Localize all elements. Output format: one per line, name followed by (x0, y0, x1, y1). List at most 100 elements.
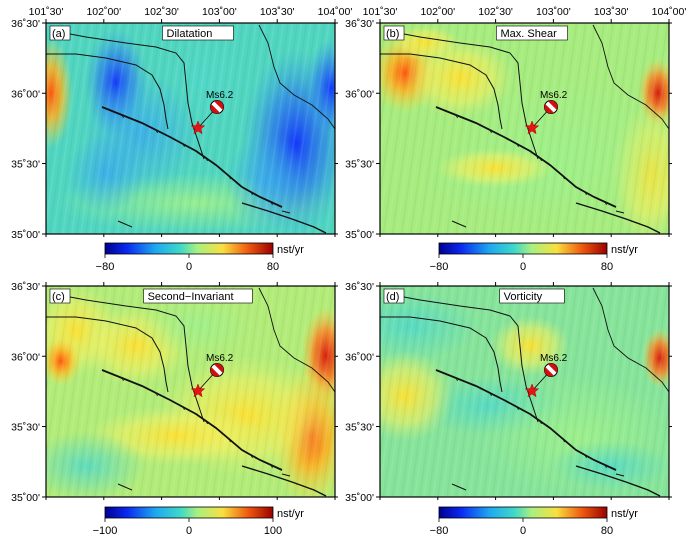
panel-title: Second−Invariant (148, 291, 234, 303)
axes: 101˚30' 102˚00' 102˚30' 103˚00' 103˚30' 104˚0… (11, 6, 352, 241)
fault-tick (228, 438, 231, 443)
panel-d: Ms6.2 (d) Vorticity 36˚30' 36˚00' 35˚30' 35˚00… (345, 281, 672, 504)
fault-north-a (53, 293, 205, 423)
event-label: Ms6.2 (540, 90, 568, 101)
lon-label: 102˚00' (86, 6, 121, 18)
lon-label: 103˚00' (202, 6, 237, 18)
fault-tick (604, 201, 607, 206)
colorbar-max: 80 (601, 525, 613, 537)
colorbar-gradient (438, 506, 608, 519)
map-frame (45, 285, 336, 498)
strain-field (380, 23, 669, 234)
colorbar: −80 0 80 nst/yr (96, 242, 304, 273)
lat-label: 35˚30' (11, 422, 40, 434)
lon-label: 102˚30' (478, 6, 513, 18)
fault-south (575, 202, 661, 234)
fault-tick (516, 406, 519, 411)
lat-label: 36˚00' (345, 351, 374, 363)
axes: 101˚30' 102˚00' 102˚30' 103˚00' 103˚30' 104˚0… (345, 6, 686, 241)
lat-label: 36˚00' (345, 88, 374, 100)
fault-tick (182, 406, 185, 411)
colorbar-mid: 0 (186, 525, 192, 537)
fault-tick (228, 175, 231, 180)
fault-north-b (380, 53, 503, 130)
lon-label: 104˚00' (318, 6, 353, 18)
panel-letter: (c) (52, 291, 65, 303)
fault-tick (489, 129, 492, 134)
panel-letter: (b) (386, 28, 399, 40)
epicenter-star (524, 383, 540, 398)
fault-lines (46, 24, 336, 234)
map-frame (379, 285, 670, 498)
epicenter-star (190, 383, 206, 398)
fault-short (117, 483, 133, 491)
lat-label: 35˚30' (11, 159, 40, 171)
lon-label: 103˚30' (260, 6, 295, 18)
fault-east (592, 24, 670, 130)
colorbar-min: −80 (430, 525, 449, 537)
lat-label: 36˚30' (345, 18, 374, 30)
field-texture (380, 286, 669, 497)
lat-label: 36˚00' (11, 351, 40, 363)
field-texture (46, 286, 335, 497)
lat-label: 35˚00' (345, 492, 374, 504)
focal-mechanism: Ms6.2 (206, 353, 234, 377)
fault-north-b (46, 53, 169, 130)
fault-tick (562, 175, 565, 180)
focal-mechanism: Ms6.2 (540, 90, 568, 114)
lat-label: 35˚00' (11, 492, 40, 504)
panel-letter-box (49, 25, 71, 41)
colorbar-gradient (104, 506, 274, 519)
lon-label: 102˚00' (420, 6, 455, 18)
colorbar-unit: nst/yr (611, 508, 638, 520)
fault-north-a (387, 30, 539, 160)
fault-tick (516, 143, 519, 148)
fault-lines (380, 24, 670, 234)
lat-label: 36˚30' (11, 281, 40, 293)
fault-tick (121, 114, 124, 119)
fault-tick (539, 420, 542, 425)
fault-south (575, 465, 661, 497)
colorbar-gradient (438, 242, 608, 255)
strain-field (46, 286, 335, 497)
map-frame (379, 22, 670, 235)
fault-segment (615, 473, 625, 477)
fault-short (451, 220, 467, 228)
fault-tick (155, 129, 158, 134)
axes: 36˚30' 36˚00' 35˚30' 35˚00' (11, 281, 338, 504)
fault-north-b (46, 316, 169, 393)
fault-east (258, 24, 336, 130)
fault-tick (604, 464, 607, 469)
lon-label: 101˚30' (363, 6, 398, 18)
event-label: Ms6.2 (206, 90, 234, 101)
colorbar-unit: nst/yr (611, 244, 638, 256)
lon-label: 101˚30' (29, 6, 64, 18)
fault-south (241, 202, 327, 234)
panel-letter-box (49, 288, 71, 304)
epicenter-star (190, 120, 206, 135)
fault-north-a (53, 30, 205, 160)
colorbar-max: 100 (264, 525, 282, 537)
fault-segment (615, 210, 625, 214)
strain-field (46, 23, 335, 234)
field-texture (46, 23, 335, 234)
panel-title-box (499, 288, 565, 304)
fault-short (451, 483, 467, 491)
fault-lines (46, 287, 336, 497)
panel-letter-box (383, 25, 405, 41)
fault-north-a (387, 293, 539, 423)
fault-tick (562, 438, 565, 443)
colorbar: −80 0 80 nst/yr (430, 242, 638, 273)
lat-label: 35˚00' (11, 229, 40, 241)
lat-label: 36˚30' (11, 18, 40, 30)
lon-label: 103˚30' (594, 6, 629, 18)
panel-title: Dilatation (167, 28, 213, 40)
fault-tick (455, 114, 458, 119)
panel-title: Max. Shear (501, 28, 558, 40)
lat-label: 35˚30' (345, 159, 374, 171)
colorbar-gradient (104, 242, 274, 255)
panel-b: Ms6.2 (b) Max. Shear 101˚30' 102˚00' 102˚30' 1… (345, 6, 686, 241)
map-frame (45, 22, 336, 235)
colorbar: −80 0 80 nst/yr (430, 506, 638, 537)
